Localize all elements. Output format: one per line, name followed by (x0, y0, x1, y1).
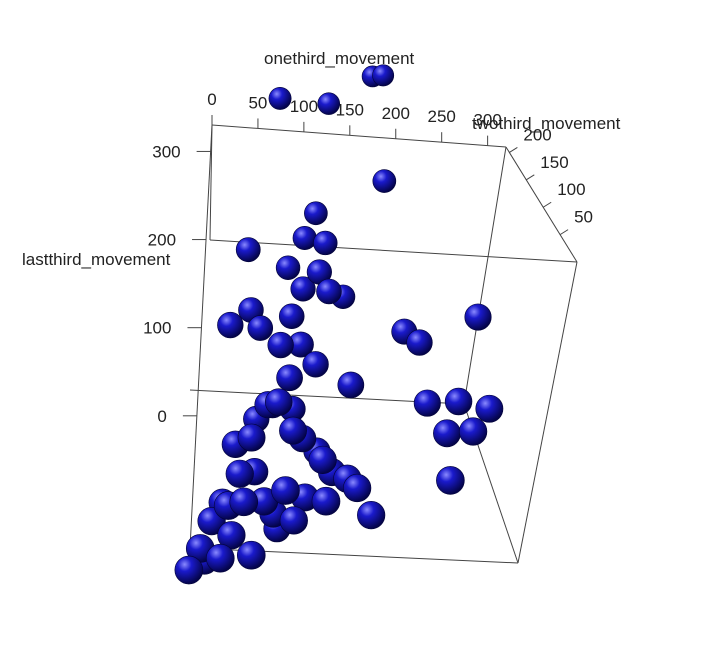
y-tick-label: 150 (540, 153, 568, 172)
box-edge (505, 146, 578, 263)
data-point (217, 521, 246, 550)
data-point (317, 92, 341, 115)
data-point (174, 555, 204, 585)
z-tick-label: 100 (143, 319, 171, 338)
data-point (292, 225, 317, 251)
z-tick-label: 200 (148, 231, 176, 250)
data-point (413, 389, 441, 417)
box-edge (209, 124, 213, 241)
data-point (475, 394, 504, 423)
y-tick-label: 50 (574, 208, 593, 227)
data-point (236, 540, 266, 570)
data-point (313, 230, 338, 256)
data-point (205, 543, 235, 573)
data-point (217, 311, 244, 339)
y-axis-ticks: 200 150 100 50 (509, 125, 593, 236)
x-axis-ticks: 0 50 100 150 200 250 300 (207, 90, 502, 146)
z-tick-label: 0 (157, 407, 166, 426)
data-point (337, 371, 365, 399)
x-tick-label: 100 (290, 97, 318, 116)
data-point (302, 351, 329, 378)
x-axis-label: onethird_movement (264, 49, 415, 68)
x-tick-label: 250 (428, 107, 456, 126)
data-point (265, 388, 293, 416)
y-tick-mark (542, 201, 552, 208)
x-tick-label: 200 (382, 104, 410, 123)
data-point (275, 255, 301, 280)
data-point (304, 201, 328, 226)
z-tick-label: 300 (152, 142, 180, 161)
data-point (229, 487, 259, 517)
data-point (268, 86, 292, 110)
y-axis-label: twothird_movement (472, 114, 621, 133)
data-points (174, 64, 504, 585)
data-point (372, 64, 395, 87)
data-point (271, 476, 300, 505)
box-edge (211, 124, 507, 148)
data-point (357, 501, 386, 530)
data-point (247, 315, 274, 341)
box-edge (189, 124, 213, 549)
data-point (279, 416, 307, 445)
data-point (444, 387, 473, 416)
data-point (316, 278, 342, 305)
data-point (436, 466, 465, 495)
y-tick-mark (526, 174, 535, 181)
x-tick-label: 0 (207, 90, 216, 109)
data-point (225, 459, 254, 488)
box-edge (463, 146, 507, 405)
y-tick-mark (509, 147, 518, 153)
y-tick-mark (559, 229, 569, 236)
data-point (235, 237, 261, 263)
x-tick-label: 150 (336, 100, 364, 119)
data-point (311, 486, 341, 516)
box-edge (209, 239, 578, 263)
data-point (464, 303, 492, 331)
y-tick-label: 100 (557, 180, 585, 199)
y-tick-label: 200 (523, 125, 551, 144)
z-axis-label: lastthird_movement (22, 250, 171, 269)
data-point (278, 303, 305, 330)
x-tick-label: 50 (248, 93, 267, 112)
data-point (343, 473, 372, 503)
data-point (276, 364, 303, 392)
data-point (290, 276, 316, 302)
data-point (308, 445, 337, 475)
data-point (279, 506, 308, 535)
data-point (237, 423, 266, 452)
box-edge (517, 261, 578, 564)
x-tick-label: 300 (473, 111, 501, 130)
data-point (459, 417, 488, 446)
data-point (267, 331, 294, 359)
data-point (406, 329, 433, 356)
data-point (433, 419, 461, 448)
data-point (372, 169, 397, 193)
z-axis-ticks: 300 200 100 0 (143, 142, 211, 426)
